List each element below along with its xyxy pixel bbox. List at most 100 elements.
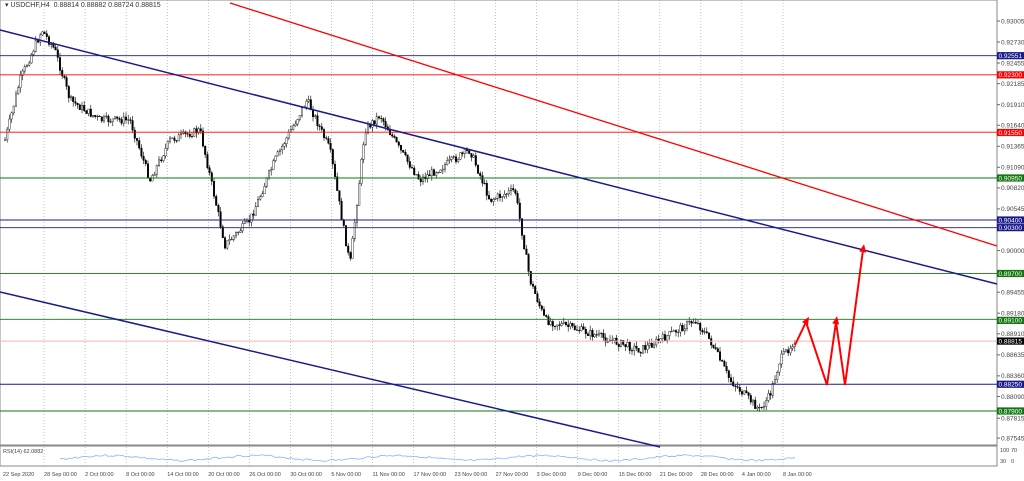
candle — [12, 105, 15, 114]
candle — [237, 232, 240, 234]
candle — [576, 329, 579, 331]
candle — [358, 183, 361, 206]
candle — [294, 123, 297, 127]
candle — [69, 96, 72, 99]
candle — [637, 348, 640, 353]
candle — [569, 323, 572, 327]
candle — [243, 221, 246, 224]
candle — [510, 188, 513, 192]
candle — [131, 120, 134, 131]
candle — [197, 128, 200, 134]
level-label: 0.92551 — [999, 53, 1023, 60]
candle — [34, 40, 37, 52]
candle — [622, 340, 625, 345]
price-tick: 0.89455 — [1001, 289, 1024, 296]
candle — [714, 347, 717, 349]
candle — [540, 305, 543, 310]
arrow-head — [859, 244, 867, 253]
candle — [694, 321, 697, 324]
candle — [677, 331, 680, 333]
candle — [171, 137, 174, 139]
candle — [254, 206, 257, 216]
candle — [342, 219, 345, 226]
candle — [743, 390, 746, 395]
candle — [113, 116, 116, 120]
candle — [736, 386, 739, 388]
candle — [765, 400, 768, 407]
candle — [336, 176, 339, 191]
candle — [413, 167, 416, 175]
time-label: 23 Nov 00:00 — [455, 472, 488, 478]
candle — [382, 118, 385, 122]
forecast-arrow-path — [794, 249, 864, 386]
candle — [692, 321, 695, 324]
candle — [118, 118, 121, 120]
candle — [437, 172, 440, 174]
candle — [94, 115, 97, 117]
candle — [56, 49, 59, 58]
candle — [402, 150, 405, 153]
candle — [353, 222, 356, 239]
candle — [774, 379, 777, 384]
candle — [232, 235, 235, 240]
candle — [406, 154, 409, 162]
price-tick: 0.91640 — [1001, 123, 1024, 130]
candle — [8, 118, 11, 130]
candle — [164, 147, 167, 157]
candle — [63, 75, 66, 78]
candle — [261, 193, 264, 197]
candle — [287, 131, 290, 139]
candle — [593, 334, 596, 337]
candle — [116, 116, 119, 119]
level-label: 0.89700 — [999, 271, 1023, 278]
candle — [87, 108, 90, 114]
candle — [28, 62, 31, 66]
price-tick: 0.90000 — [1001, 248, 1024, 255]
candle — [312, 109, 315, 117]
candle — [347, 245, 350, 253]
candle — [452, 156, 455, 158]
candle — [210, 172, 213, 182]
candle — [584, 329, 587, 335]
candle — [316, 115, 319, 127]
level-label: 0.88250 — [999, 382, 1023, 389]
candle — [617, 344, 620, 347]
candle — [41, 31, 44, 36]
candle — [190, 136, 193, 138]
candle — [490, 198, 493, 202]
candle — [681, 324, 684, 332]
candle — [175, 140, 178, 142]
candle — [705, 331, 708, 334]
arrow-head — [801, 316, 809, 326]
candle — [545, 315, 548, 317]
candle — [602, 333, 605, 338]
candle — [226, 240, 229, 249]
candle — [111, 118, 114, 122]
candle — [697, 322, 700, 324]
candle — [89, 108, 92, 117]
price-tick: 0.91090 — [1001, 165, 1024, 172]
candle — [481, 175, 484, 184]
candle — [653, 344, 656, 348]
candle — [727, 370, 730, 378]
candle — [219, 211, 222, 227]
candle — [160, 159, 163, 162]
candle — [650, 343, 653, 348]
candle — [507, 190, 510, 195]
candle — [749, 395, 752, 403]
candle — [505, 193, 508, 195]
candle — [67, 86, 70, 99]
candle — [422, 176, 425, 183]
candle — [503, 194, 506, 197]
blue-upper-trendline — [0, 29, 998, 285]
candle — [173, 137, 176, 141]
candle — [14, 93, 17, 107]
level-label-bg — [997, 174, 1024, 182]
candle — [334, 163, 337, 177]
candle — [296, 119, 299, 125]
candle — [96, 115, 99, 117]
candle — [320, 126, 323, 130]
candle — [378, 116, 381, 119]
level-label-bg — [997, 380, 1024, 388]
